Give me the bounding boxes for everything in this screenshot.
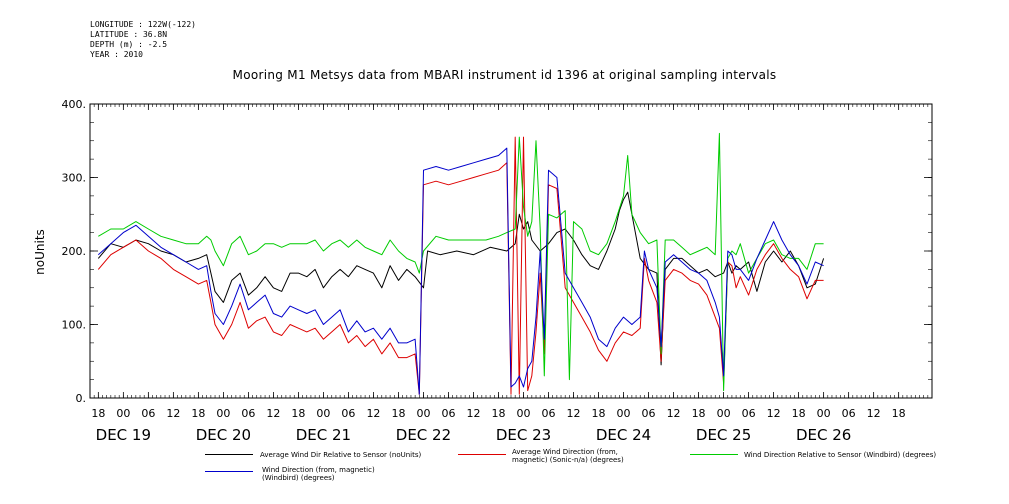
x-date-label: DEC 22 — [396, 426, 451, 444]
x-tick-label: 00 — [517, 407, 531, 420]
latitude-text: LATITUDE : 36.8N — [90, 30, 168, 39]
x-tick-label: 06 — [742, 407, 756, 420]
x-date-label: DEC 19 — [96, 426, 151, 444]
legend-line-2 — [690, 454, 738, 455]
y-tick-label: 400. — [62, 98, 87, 111]
x-tick-label: 12 — [867, 407, 881, 420]
x-tick-label: 00 — [316, 407, 330, 420]
x-tick-label: 18 — [792, 407, 806, 420]
x-tick-label: 06 — [241, 407, 255, 420]
x-tick-label: 06 — [341, 407, 355, 420]
x-tick-label: 06 — [542, 407, 556, 420]
x-date-label: DEC 21 — [296, 426, 351, 444]
longitude-text: LONGITUDE : 122W(-122) — [90, 20, 196, 29]
x-date-label: DEC 20 — [196, 426, 251, 444]
x-tick-label: 00 — [817, 407, 831, 420]
series-line-3 — [97, 147, 824, 395]
x-tick-label: 18 — [892, 407, 906, 420]
x-tick-label: 06 — [642, 407, 656, 420]
metadata-block: LONGITUDE : 122W(-122) LATITUDE : 36.8N … — [90, 20, 196, 60]
x-tick-label: 18 — [191, 407, 205, 420]
y-tick-label: 200. — [62, 245, 87, 258]
x-tick-label: 12 — [266, 407, 280, 420]
y-tick-label: 300. — [62, 172, 87, 185]
x-tick-label: 00 — [717, 407, 731, 420]
x-tick-label: 00 — [416, 407, 430, 420]
x-tick-label: 00 — [116, 407, 130, 420]
year-text: YEAR : 2010 — [90, 50, 143, 59]
x-date-label: DEC 24 — [596, 426, 651, 444]
series-line-0 — [97, 191, 825, 366]
x-tick-label: 12 — [366, 407, 380, 420]
legend-line-3 — [205, 471, 253, 472]
x-tick-label: 12 — [166, 407, 180, 420]
series-line-1 — [97, 136, 824, 395]
legend-label-1-text: Average Wind Direction (from, magnetic) … — [512, 448, 624, 464]
chart-title: Mooring M1 Metsys data from MBARI instru… — [232, 68, 777, 82]
x-tick-label: 18 — [491, 407, 505, 420]
legend-label-1: Average Wind Direction (from, magnetic) … — [512, 448, 642, 464]
axes-layer: 18 00 06 12 18 00 06 12 18 00 06 12 18 00 06 12 18 00 06 12… — [62, 98, 933, 444]
x-date-label: DEC 25 — [696, 426, 751, 444]
x-date-label: DEC 23 — [496, 426, 551, 444]
legend-line-1 — [458, 454, 506, 455]
legend-label-2: Wind Direction Relative to Sensor (Windb… — [744, 451, 937, 459]
x-date-label: DEC 26 — [796, 426, 851, 444]
depth-text: DEPTH (m) : -2.5 — [90, 40, 168, 49]
x-tick-label: 18 — [592, 407, 606, 420]
x-tick-label: 06 — [141, 407, 155, 420]
legend-label-0: Average Wind Dir Relative to Sensor (noU… — [260, 451, 422, 459]
series-line-2 — [98, 132, 824, 392]
x-tick-label: 06 — [842, 407, 856, 420]
x-tick-label: 12 — [767, 407, 781, 420]
legend-line-0 — [205, 454, 253, 455]
x-tick-label: 00 — [216, 407, 230, 420]
y-tick-label: 0. — [76, 392, 87, 405]
legend-label-3-text: Wind Direction (from, magnetic) (Windbir… — [262, 466, 375, 482]
x-tick-label: 06 — [441, 407, 455, 420]
x-tick-label: 18 — [692, 407, 706, 420]
x-tick-label: 00 — [617, 407, 631, 420]
y-tick-label: 100. — [62, 319, 87, 332]
series-layer — [97, 132, 825, 395]
plot-frame — [89, 103, 933, 399]
x-tick-label: 12 — [667, 407, 681, 420]
x-tick-label: 18 — [291, 407, 305, 420]
x-tick-label: 12 — [567, 407, 581, 420]
x-tick-label: 12 — [466, 407, 480, 420]
legend-label-3: Wind Direction (from, magnetic) (Windbir… — [262, 466, 382, 482]
x-tick-label: 18 — [91, 407, 105, 420]
y-axis-label: noUnits — [33, 229, 47, 275]
x-tick-label: 18 — [391, 407, 405, 420]
